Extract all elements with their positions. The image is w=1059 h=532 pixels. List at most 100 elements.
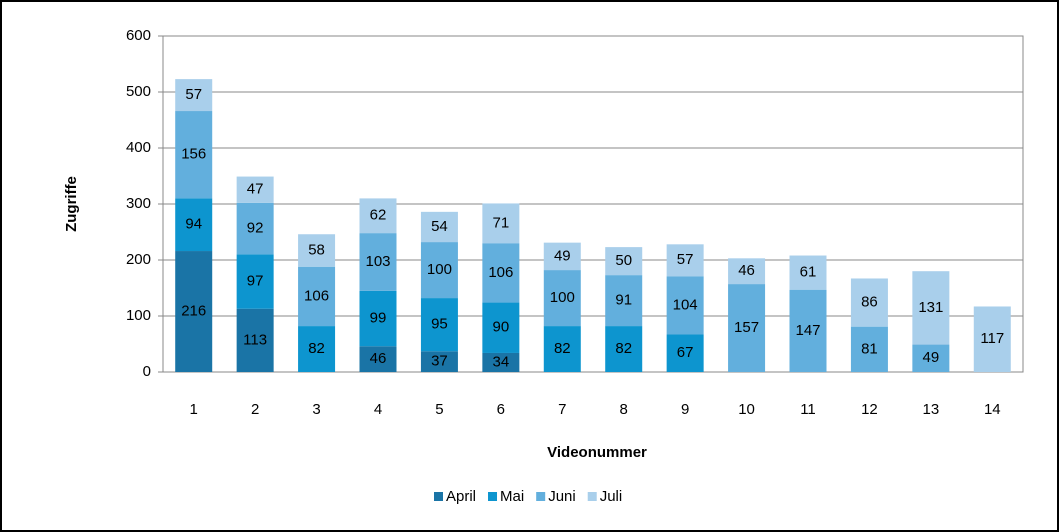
y-tick-label: 100 [126,307,151,324]
bar-segment [420,351,458,372]
x-tick-label: 10 [738,401,755,418]
data-label: 34 [493,353,510,370]
y-tick-label: 400 [126,139,151,156]
x-tick-label: 4 [374,401,382,418]
legend-label: April [446,488,476,505]
bar-segment [236,308,274,372]
bar-segment [482,302,520,353]
bar-segment [912,271,950,345]
legend-swatch [587,492,597,501]
bar-segment [236,254,274,309]
data-label: 95 [431,316,448,333]
data-label: 113 [243,331,267,348]
bar-segment [605,326,643,372]
data-label: 57 [677,251,694,268]
bar-segment [236,176,274,203]
bar-segment [728,284,766,372]
data-label: 156 [181,146,206,163]
bar-segment [850,326,888,372]
x-tick-label: 11 [800,401,816,418]
data-label: 92 [247,220,264,237]
data-label: 46 [738,262,755,279]
bar-segment [175,251,213,372]
bar-segment [912,344,950,372]
data-label: 82 [308,340,325,357]
bar-segment [543,242,581,271]
bar-segment [298,266,336,327]
x-tick-label: 3 [312,401,320,418]
x-tick-label: 5 [435,401,443,418]
x-tick-label: 1 [190,401,198,418]
y-tick-label: 300 [126,195,151,212]
bar-segment [850,278,888,327]
x-tick-label: 8 [620,401,628,418]
data-label: 46 [370,350,387,367]
y-tick-label: 200 [126,251,151,268]
data-label: 58 [308,241,325,258]
data-label: 104 [673,296,698,313]
legend-swatch [536,492,546,501]
legend-label: Mai [500,488,524,505]
data-label: 67 [677,344,694,361]
bar-segment [359,290,397,347]
legend-label: Juni [548,488,576,505]
data-label: 37 [431,353,448,370]
bar-segment [666,244,704,277]
bar-segment [175,79,213,112]
data-label: 100 [427,261,452,278]
data-label: 49 [554,247,571,264]
bar-segment [359,346,397,372]
data-label: 50 [615,252,632,269]
data-label: 71 [493,214,510,231]
legend-label: Juli [600,488,623,505]
bar-segment [973,306,1011,372]
bar-segment [359,198,397,234]
x-tick-label: 9 [681,401,689,418]
x-tick-label: 6 [497,401,505,418]
bar-segment [420,242,458,299]
y-tick-label: 500 [126,83,151,100]
x-tick-label: 12 [861,401,878,418]
bar-segment [420,298,458,352]
bar-segment [789,255,827,290]
bar-segment [236,202,274,255]
data-label: 82 [615,340,632,357]
bar-segment [420,211,458,243]
x-axis-label: Videonummer [547,444,647,461]
data-label: 157 [734,319,759,336]
y-tick-label: 0 [143,363,151,380]
data-label: 106 [488,264,513,281]
data-label: 57 [185,86,202,103]
bar-segment [298,326,336,372]
legend-swatch [488,492,498,501]
y-tick-label: 600 [126,27,151,44]
data-label: 86 [861,294,878,311]
data-label: 99 [370,309,387,326]
data-label: 94 [185,216,202,233]
data-label: 131 [918,299,943,316]
data-label: 106 [304,287,329,304]
data-label: 117 [980,330,1004,347]
data-label: 81 [861,340,878,357]
bar-segment [666,334,704,372]
y-axis-label: Zugriffe [63,176,80,232]
bar-segment [543,326,581,372]
x-tick-label: 7 [558,401,566,418]
bar-segment [605,247,643,276]
data-label: 90 [493,319,510,336]
bar-segment [175,198,213,252]
data-label: 62 [370,207,387,224]
bar-segment [175,111,213,199]
bar-segment [605,275,643,327]
legend-swatch [434,492,443,501]
data-label: 147 [795,322,820,339]
data-label: 61 [800,264,817,281]
data-label: 103 [365,253,390,270]
bar-segment [482,203,520,244]
x-tick-label: 2 [251,401,259,418]
data-label: 97 [247,273,264,290]
bar-segment [728,258,766,285]
bar-segment [298,234,336,267]
data-label: 100 [550,289,575,306]
